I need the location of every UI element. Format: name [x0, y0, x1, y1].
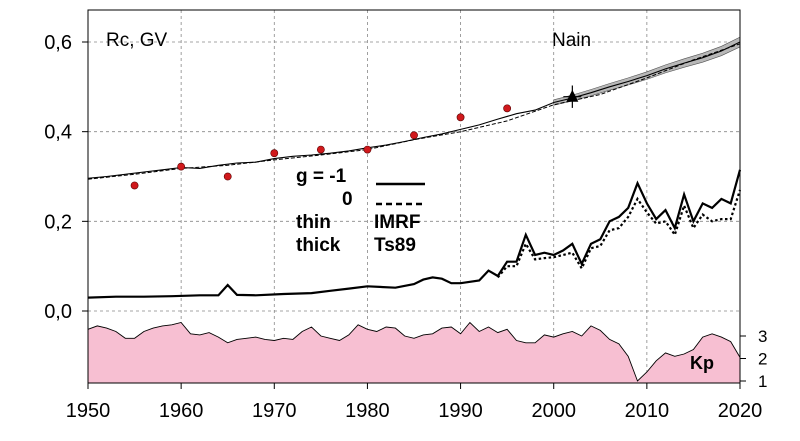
kp-axis: 1 2 3: [739, 327, 767, 391]
x-tick-label: 2000: [531, 400, 576, 422]
x-tick-label: 1990: [438, 400, 483, 422]
x-tick-label: 2010: [625, 400, 670, 422]
y-tick-label: 0,4: [44, 122, 72, 144]
y-tick-label: 0,0: [44, 301, 72, 323]
series-thin-solid: [87, 41, 741, 179]
legend-model1-label: IMRF: [374, 212, 420, 233]
plot-frame: [87, 9, 741, 384]
measured-point: [270, 149, 279, 158]
legend: g = -1 0 thin IMRF thick Ts89: [296, 166, 425, 256]
x-tick-label: 1960: [159, 400, 204, 422]
kp-line: [87, 321, 741, 382]
measured-point: [130, 181, 139, 190]
kp-tick-label: 1: [758, 372, 767, 391]
legend-model2-label: Ts89: [374, 235, 416, 256]
reference-triangle: [566, 89, 579, 102]
y-tick-label: 0,6: [44, 32, 72, 54]
kp-label: Kp: [690, 353, 714, 373]
y-tick-label: 0,2: [44, 211, 72, 233]
station-label: Nain: [552, 30, 591, 51]
x-tick-label: 2020: [718, 400, 763, 422]
series-thick-dotted: [496, 189, 742, 279]
x-axis: 1950 1960 1970 1980 1990 2000 2010 2020: [66, 383, 763, 422]
measured-point: [410, 131, 418, 140]
x-tick-label: 1970: [252, 400, 297, 422]
kp-area: [87, 321, 741, 383]
data-series: [87, 41, 742, 299]
series-thin-dashed: [87, 43, 741, 180]
kp-fill: [88, 322, 740, 383]
kp-tick-label: 2: [758, 350, 767, 369]
kp-tick-label: 3: [758, 327, 767, 346]
measured-point: [223, 172, 232, 181]
x-tick-label: 1980: [345, 400, 390, 422]
x-tick-label: 1950: [66, 400, 111, 422]
y-axis: 0,0 0,2 0,4 0,6: [44, 32, 88, 323]
measured-point: [177, 162, 186, 171]
legend-g-label: g = -1: [296, 166, 347, 187]
measured-point: [456, 113, 465, 122]
measured-point: [363, 145, 372, 154]
y-axis-label: Rc, GV: [106, 30, 168, 51]
legend-thin-label: thin: [296, 212, 331, 233]
measured-point: [503, 104, 512, 113]
grid-lines: [88, 10, 740, 383]
legend-zero-label: 0: [342, 189, 353, 210]
series-thick-solid: [87, 169, 742, 299]
measured-point: [316, 145, 325, 154]
legend-thick-label: thick: [296, 235, 341, 256]
